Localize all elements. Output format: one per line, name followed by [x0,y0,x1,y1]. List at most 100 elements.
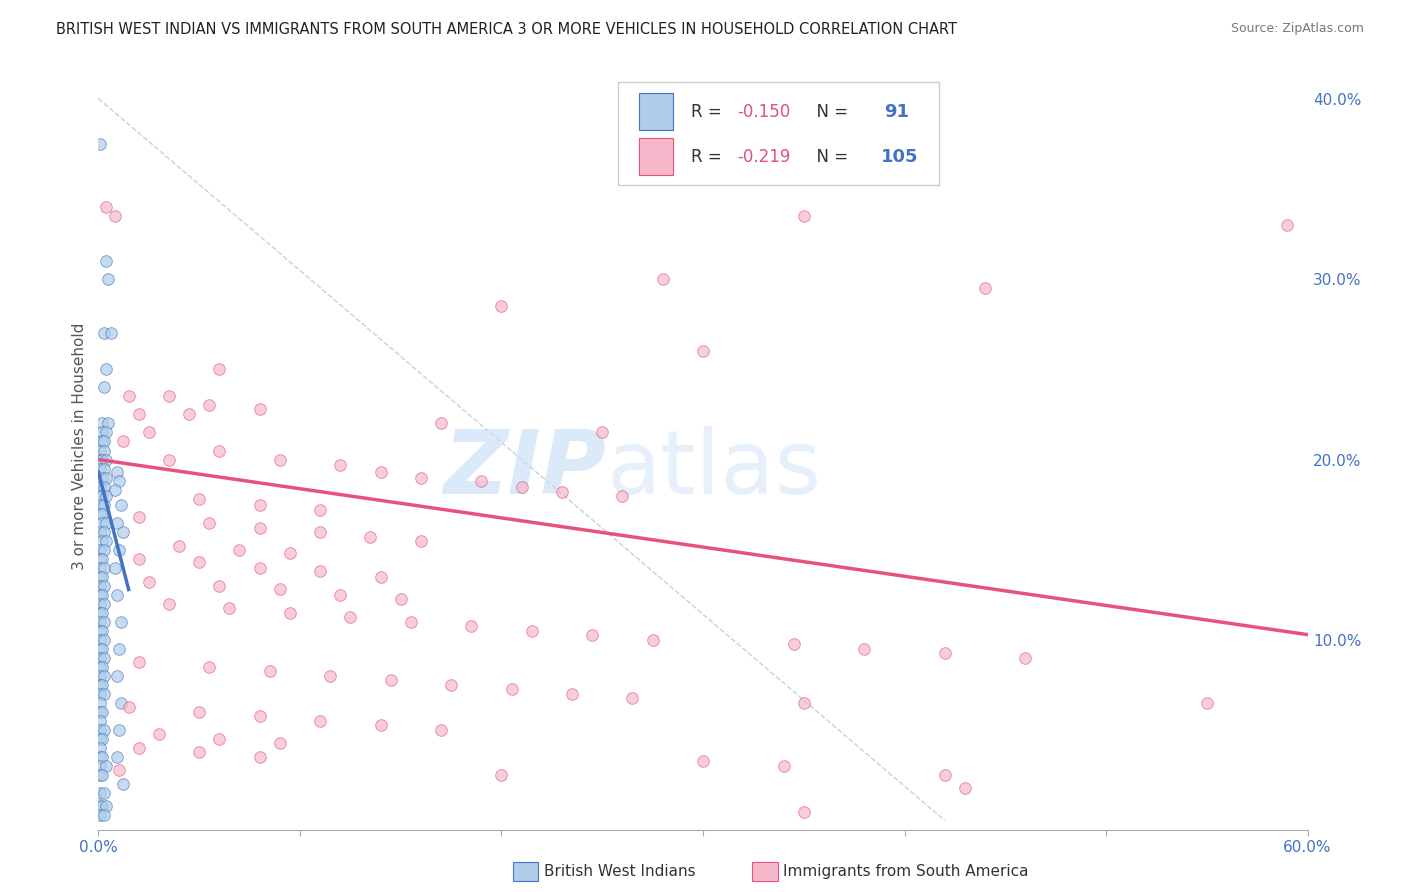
Point [105,465,128,479]
Point [91,551,114,566]
Point [89,507,111,521]
Point [208,443,231,458]
Text: BRITISH WEST INDIAN VS IMMIGRANTS FROM SOUTH AMERICA 3 OR MORE VEHICLES IN HOUSE: BRITISH WEST INDIAN VS IMMIGRANTS FROM S… [56,22,957,37]
Point [89,741,111,756]
Point [91,705,114,719]
Point [249,402,271,417]
Point [89,705,111,719]
Point [409,470,432,484]
Point [974,281,997,295]
Point [93,723,115,738]
Point [105,669,128,683]
Point [91,533,114,548]
Point [93,579,115,593]
Point [93,633,115,648]
Point [91,642,114,657]
Point [793,805,815,819]
Point [612,489,634,503]
Point [93,687,115,701]
Point [89,498,111,512]
Point [249,709,271,723]
Point [491,299,513,313]
Point [409,533,432,548]
Text: N =: N = [806,148,853,166]
Point [89,678,111,692]
Point [89,768,111,782]
Point [138,575,160,590]
Point [103,561,125,575]
Point [89,542,111,557]
Text: 105: 105 [880,148,918,166]
Point [259,664,281,678]
Point [91,678,114,692]
Point [91,489,114,503]
Point [89,579,111,593]
Point [934,646,956,660]
Point [93,615,115,629]
Point [591,425,613,440]
Point [89,480,111,494]
FancyBboxPatch shape [638,93,673,130]
Point [309,503,332,517]
Point [339,609,361,624]
Point [89,799,111,814]
Point [93,561,115,575]
Point [208,579,231,593]
Point [269,736,291,750]
Point [167,539,190,553]
Point [370,570,392,584]
Point [93,651,115,665]
Point [128,551,150,566]
Point [93,480,115,494]
Point [430,723,453,738]
Point [89,787,111,801]
Point [91,434,114,449]
Point [107,542,129,557]
Point [380,673,402,687]
Point [953,780,976,795]
Point [319,669,342,683]
Point [89,808,111,822]
Point [93,808,115,822]
Point [89,551,111,566]
Point [309,714,332,729]
Point [91,470,114,484]
Point [138,425,160,440]
Text: N =: N = [806,103,853,120]
Point [89,669,111,683]
Point [89,750,111,764]
Point [105,588,128,602]
Point [93,597,115,611]
Point [96,452,118,467]
Point [157,389,180,403]
Point [96,362,118,376]
Point [1195,696,1218,710]
FancyBboxPatch shape [619,81,939,186]
Point [89,524,111,539]
Point [179,408,201,422]
Point [249,561,271,575]
Text: R =: R = [690,148,727,166]
Point [91,799,114,814]
Point [89,759,111,773]
Point [89,570,111,584]
Point [89,461,111,475]
Point [91,606,114,620]
Point [249,750,271,764]
Point [89,633,111,648]
Point [89,687,111,701]
Point [309,565,332,579]
Point [934,768,956,782]
Point [460,618,482,632]
Point [89,732,111,747]
Point [510,480,533,494]
Point [793,696,815,710]
Point [91,516,114,530]
Point [198,398,221,412]
Point [309,524,332,539]
Point [96,489,118,503]
Point [692,754,714,768]
Point [249,498,271,512]
Point [93,443,115,458]
Point [103,483,125,498]
